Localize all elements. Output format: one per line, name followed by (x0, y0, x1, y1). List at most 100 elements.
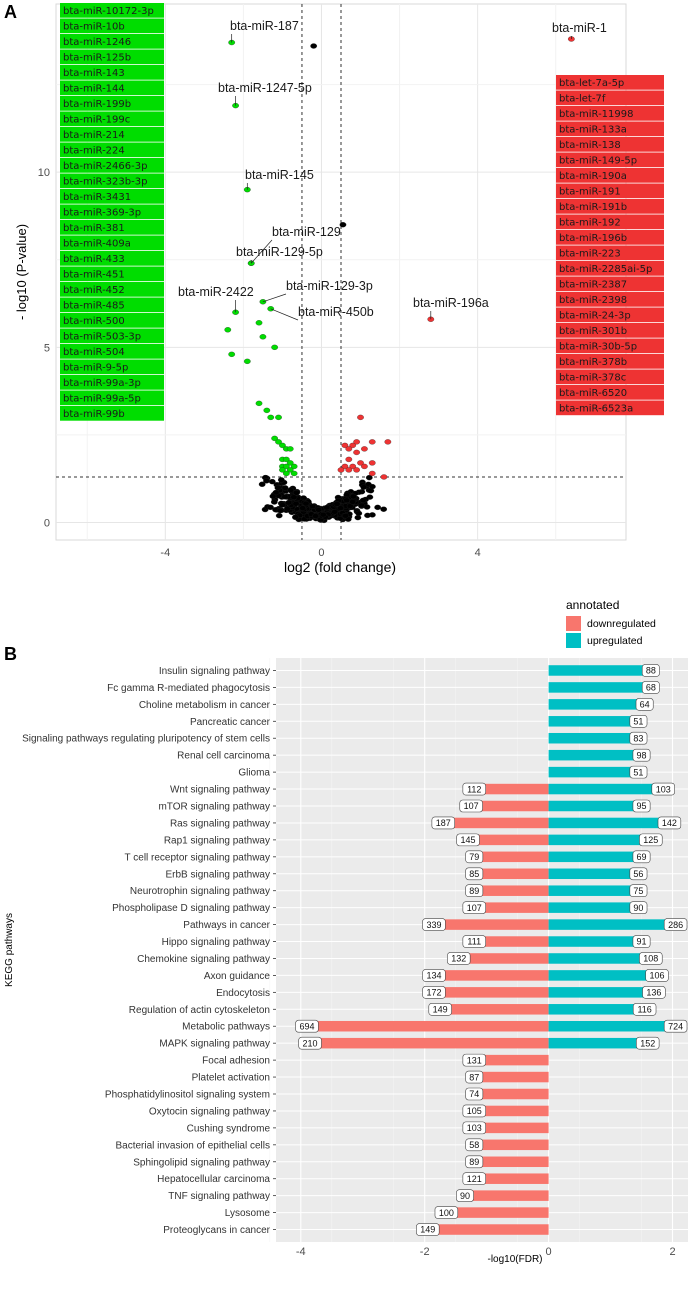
annotation-bta-mir-196a: bta-miR-196a (413, 296, 489, 310)
count-downregulated-sphingolipid-signaling-pathway: 89 (469, 1157, 479, 1167)
ns-point (333, 501, 341, 507)
ns-point (339, 222, 347, 228)
up-mirna-label-bta-mir-2387: bta-miR-2387 (559, 280, 627, 291)
count-downregulated-platelet-activation-bg (465, 1070, 484, 1084)
down-mirna-box-bta-mir-1246 (60, 34, 164, 49)
bar-downregulated-platelet-activation (474, 1071, 549, 1083)
annotation-bta-mir-450b: bta-miR-450b (298, 305, 374, 319)
count-downregulated-pathways-in-cancer: 339 (426, 920, 441, 930)
down-mirna-box-bta-mir-224 (60, 142, 164, 158)
kegg-category-platelet-activation: Platelet activation (192, 1073, 270, 1084)
down-mirna-label-bta-mir-199c: bta-miR-199c (63, 115, 130, 126)
ns-point (331, 509, 339, 515)
count-downregulated-endocytosis-bg (422, 986, 446, 999)
ns-point (287, 487, 295, 493)
bar-downregulated-metabolic-pathways (306, 1020, 549, 1032)
down-mirna-label-bta-mir-99b: bta-miR-99b (63, 409, 125, 420)
kegg-category-tnf-signaling-pathway: TNF signaling pathway (168, 1191, 270, 1202)
count-upregulated-neurotrophin-signaling-pathway: 75 (633, 886, 643, 896)
kegg-category-oxytocin-signaling-pathway: Oxytocin signaling pathway (149, 1106, 270, 1117)
ns-point (315, 507, 323, 513)
down-point (224, 327, 232, 333)
count-downregulated-regulation-of-actin-cytoskeleton-bg (428, 1002, 452, 1016)
count-upregulated-t-cell-receptor-signaling-pathway: 69 (637, 852, 647, 862)
up-point (345, 446, 353, 452)
bar-upregulated-wnt-signaling-pathway (548, 783, 664, 795)
count-upregulated-neurotrophin-signaling-pathway-bg (629, 884, 648, 898)
ns-point (293, 490, 300, 496)
down-mirna-label-bta-mir-10172-3p: bta-miR-10172-3p (63, 6, 154, 17)
count-downregulated-hippo-signaling-pathway: 111 (467, 937, 481, 947)
count-downregulated-proteoglycans-in-cancer-bg (416, 1223, 440, 1236)
bar-downregulated-endocytosis (433, 987, 549, 998)
bar-downregulated-phospholipase-d-signaling-pathway (474, 902, 549, 913)
down-mirna-label-bta-mir-504: bta-miR-504 (63, 347, 125, 358)
down-mirna-label-bta-mir-214: bta-miR-214 (63, 130, 125, 141)
ns-point (323, 504, 331, 511)
kegg-x-tick-label: 0 (546, 1246, 552, 1258)
count-downregulated-wnt-signaling-pathway-bg (462, 782, 486, 796)
leader-line-bta-mir-129-3p (262, 293, 287, 303)
up-mirna-box-bta-mir-2285ai-5p (556, 261, 664, 276)
up-mirna-label-bta-let-7a-5p: bta-let-7a-5p (559, 78, 624, 89)
count-downregulated-axon-guidance-bg (422, 969, 446, 982)
count-downregulated-phospholipase-d-signaling-pathway-bg (462, 901, 486, 914)
bar-upregulated-erbb-signaling-pathway (548, 868, 639, 880)
down-mirna-label-bta-mir-3431: bta-miR-3431 (63, 192, 131, 203)
bar-downregulated-t-cell-receptor-signaling-pathway (474, 851, 549, 863)
ns-point (349, 499, 356, 505)
bar-downregulated-sphingolipid-signaling-pathway (474, 1156, 549, 1168)
up-mirna-box-bta-mir-6520 (556, 385, 664, 400)
count-downregulated-focal-adhesion-bg (462, 1053, 486, 1067)
count-downregulated-tnf-signaling-pathway: 90 (460, 1191, 470, 1201)
kegg-category-regulation-of-actin-cytoskeleton: Regulation of actin cytoskeleton (129, 1005, 270, 1016)
bar-upregulated-choline-metabolism-in-cancer (548, 699, 645, 710)
count-upregulated-pancreatic-cancer: 51 (633, 716, 643, 726)
legend-swatch-upregulated (566, 633, 581, 648)
count-downregulated-phosphatidylinositol-signaling-system: 74 (469, 1089, 479, 1099)
count-downregulated-axon-guidance: 134 (426, 971, 441, 981)
panel-label-b: B (4, 644, 17, 664)
count-downregulated-bacterial-invasion-of-epithelial-cells: 58 (469, 1140, 479, 1150)
up-mirna-label-bta-mir-6520: bta-miR-6520 (559, 388, 627, 399)
down-point (282, 463, 290, 470)
count-downregulated-metabolic-pathways-bg (295, 1019, 319, 1033)
count-upregulated-hippo-signaling-pathway-bg (632, 935, 651, 948)
kegg-category-cushing-syndrome: Cushing syndrome (187, 1123, 271, 1134)
down-mirna-box-bta-mir-485 (60, 297, 164, 313)
up-mirna-label-bta-mir-133a: bta-miR-133a (559, 125, 627, 136)
bar-downregulated-mapk-signaling-pathway (310, 1037, 549, 1049)
ns-point (275, 512, 283, 519)
ns-point (269, 493, 277, 499)
up-point (353, 449, 360, 456)
count-upregulated-signaling-pathways-regulating-pluripotency-of-stem-cells: 83 (633, 733, 643, 743)
kegg-category-rap1-signaling-pathway: Rap1 signaling pathway (164, 835, 270, 846)
down-mirna-box-bta-mir-500 (60, 313, 164, 328)
volcano-x-tick-label: -4 (160, 547, 170, 559)
bar-downregulated-wnt-signaling-pathway (474, 783, 549, 795)
kegg-category-hepatocellular-carcinoma: Hepatocellular carcinoma (157, 1174, 270, 1185)
down-mirna-box-bta-mir-323b-3p (60, 173, 164, 189)
down-mirna-box-bta-mir-3431 (60, 189, 164, 204)
bar-upregulated-t-cell-receptor-signaling-pathway (548, 851, 642, 863)
count-downregulated-hippo-signaling-pathway-bg (462, 935, 486, 948)
count-upregulated-signaling-pathways-regulating-pluripotency-of-stem-cells-bg (629, 731, 648, 745)
count-upregulated-rap1-signaling-pathway-bg (639, 833, 663, 847)
annotation-bta-mir-2422: bta-miR-2422 (178, 285, 254, 299)
bar-upregulated-phospholipase-d-signaling-pathway (548, 902, 639, 913)
up-mirna-label-bta-mir-378b: bta-miR-378b (559, 357, 627, 368)
count-downregulated-lysosome-bg (434, 1206, 459, 1219)
bar-upregulated-rap1-signaling-pathway (548, 834, 651, 846)
bar-downregulated-oxytocin-signaling-pathway (474, 1105, 549, 1117)
kegg-category-glioma: Glioma (238, 768, 270, 779)
ns-point (342, 513, 349, 519)
annotation-bta-mir-1: bta-miR-1 (552, 21, 607, 35)
count-downregulated-focal-adhesion: 131 (467, 1055, 482, 1065)
ns-point (268, 479, 276, 485)
down-mirna-label-bta-mir-199b: bta-miR-199b (63, 99, 131, 110)
up-point (361, 463, 368, 470)
count-downregulated-platelet-activation: 87 (469, 1072, 479, 1082)
down-mirna-box-bta-mir-10172-3p (60, 3, 164, 18)
count-upregulated-hippo-signaling-pathway: 91 (637, 937, 647, 947)
